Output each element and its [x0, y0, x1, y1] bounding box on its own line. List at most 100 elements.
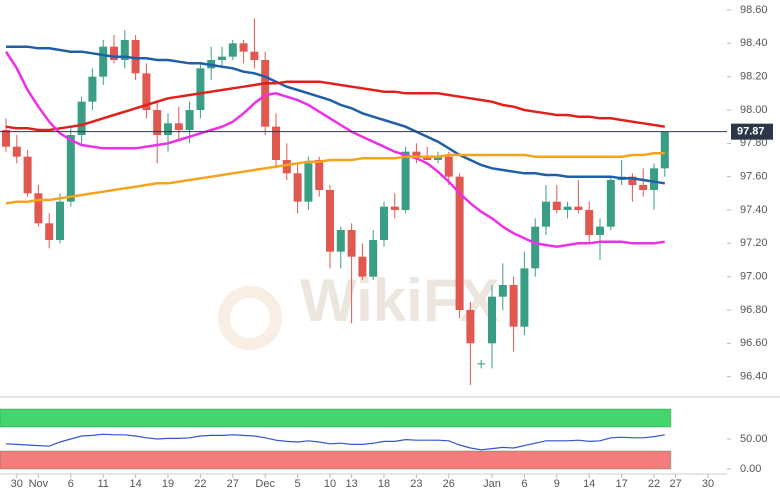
x-tick-label: 19: [162, 478, 174, 490]
x-tick-label: 9: [554, 478, 560, 490]
candle-body: [563, 206, 572, 210]
candle-body: [77, 101, 86, 135]
candle-body: [120, 40, 129, 60]
y-tick-label: 96.60: [740, 337, 768, 349]
y-tick-label: 97.00: [740, 271, 768, 283]
candle-body: [110, 46, 118, 60]
x-tick-label: 5: [295, 478, 301, 490]
indicator-band: [0, 408, 672, 428]
candle-body: [650, 168, 658, 190]
candle-body: [272, 126, 280, 160]
y-tick-label: 0.00: [740, 463, 761, 475]
x-tick-label: 30: [11, 478, 23, 490]
candle-body: [466, 310, 475, 344]
candle-body: [369, 240, 378, 277]
x-tick-label: 27: [227, 478, 239, 490]
candle-body: [488, 296, 496, 344]
candle-body: [293, 173, 302, 202]
candle-body: [455, 176, 464, 310]
candle-body: [23, 156, 32, 194]
candle-body: [153, 110, 162, 135]
y-tick-label: 97.20: [740, 237, 768, 249]
candle-body: [412, 151, 421, 157]
candle-body: [390, 206, 399, 210]
y-tick-label: 97.40: [740, 204, 768, 216]
candle-body: [2, 130, 10, 147]
x-tick-label: Dec: [255, 478, 275, 490]
candle-body: [336, 230, 345, 252]
moving-average-line: [6, 45, 665, 185]
x-tick-label: 6: [521, 478, 527, 490]
candle-body: [66, 135, 75, 202]
x-tick-label: Nov: [29, 478, 49, 490]
candle-body: [347, 230, 356, 257]
y-tick-label: 98.00: [740, 104, 768, 116]
candle-body: [34, 193, 43, 224]
y-tick-label: 97.60: [740, 171, 768, 183]
candle-body: [304, 163, 313, 202]
y-tick-label: 98.20: [740, 71, 768, 83]
y-tick-label: 97.80: [740, 137, 768, 149]
candle-body: [477, 363, 486, 365]
candle-body: [542, 201, 550, 227]
candle-body: [282, 160, 291, 174]
candle-body: [358, 256, 367, 277]
x-tick-label: 22: [194, 478, 206, 490]
candle-body: [660, 131, 669, 169]
candle-body: [99, 46, 108, 77]
candle-body: [606, 180, 615, 227]
candle-body: [196, 68, 205, 110]
indicator-band: [0, 450, 672, 470]
candle-body: [520, 268, 529, 327]
y-tick-label: 96.40: [740, 371, 768, 383]
y-tick-label: 98.60: [740, 4, 768, 16]
candle-body: [88, 76, 97, 102]
x-tick-label: 13: [345, 478, 357, 490]
indicator-line: [5, 433, 665, 451]
candle-body: [401, 151, 410, 210]
candle-body: [585, 210, 594, 235]
last-price-box: [731, 123, 773, 140]
candle-body: [596, 226, 604, 235]
candle-body: [164, 123, 172, 135]
moving-average-line: [5, 80, 665, 132]
candle-body: [261, 60, 270, 127]
candle-body: [45, 223, 54, 240]
x-tick-label: Jan: [483, 478, 501, 490]
x-tick-label: 27: [669, 478, 681, 490]
candle-body: [315, 160, 324, 190]
candle-body: [380, 206, 388, 240]
x-tick-label: 23: [410, 478, 422, 490]
x-tick-label: 11: [97, 478, 108, 490]
candle-body: [498, 285, 507, 297]
candle-body: [639, 185, 648, 190]
candle-body: [509, 285, 518, 327]
candle-body: [218, 56, 226, 60]
y-tick-label: 98.40: [740, 37, 768, 49]
candle-body: [552, 201, 561, 210]
candle-body: [423, 156, 432, 160]
candle-body: [228, 43, 237, 57]
moving-average-line: [5, 152, 665, 205]
moving-average-line: [4, 51, 665, 248]
candle-body: [142, 73, 151, 110]
candle-body: [574, 206, 583, 210]
watermark-logo: [218, 286, 282, 350]
x-tick-label: 18: [378, 478, 390, 490]
candle-body: [174, 123, 183, 130]
y-tick-label: 96.80: [740, 304, 768, 316]
x-tick-label: 17: [615, 478, 627, 490]
candle-body: [531, 226, 540, 269]
last-price-label: 97.87: [737, 126, 765, 138]
x-tick-label: 14: [583, 478, 595, 490]
candle-body: [185, 110, 194, 130]
x-tick-label: 6: [68, 478, 74, 490]
x-tick-label: 14: [129, 478, 141, 490]
candle-body: [239, 43, 248, 52]
x-tick-label: 22: [648, 478, 660, 490]
candle-body: [434, 156, 442, 160]
candle-body: [131, 40, 140, 74]
y-tick-label: 50.00: [740, 433, 768, 445]
candle-body: [628, 176, 637, 185]
